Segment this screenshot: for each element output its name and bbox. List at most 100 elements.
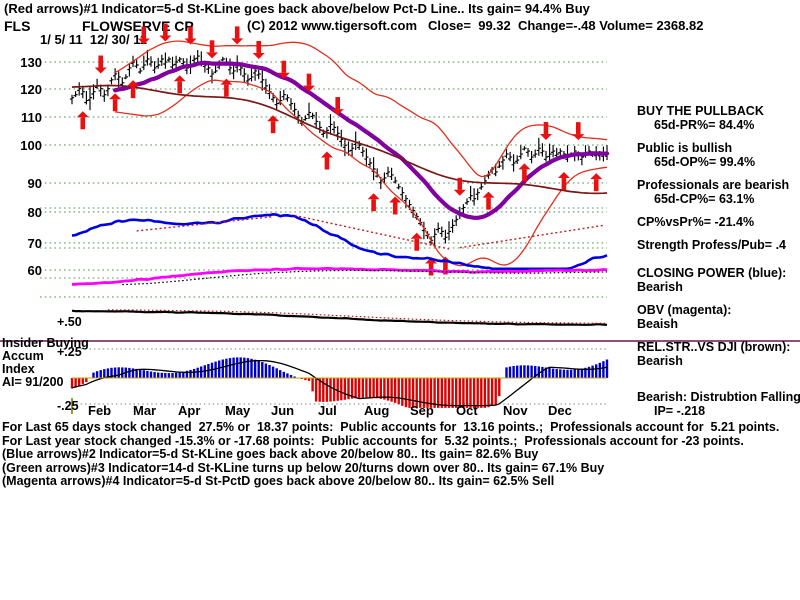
price-bar	[213, 64, 218, 74]
insider-ai-value: AI= 91/200	[2, 375, 64, 389]
price-bar	[317, 121, 322, 133]
insider-bar	[185, 370, 189, 378]
insider-bar	[160, 372, 163, 378]
price-bar	[163, 52, 168, 69]
pr-value: 65d-PR%= 84.4%	[654, 118, 755, 132]
insider-bar	[322, 378, 325, 402]
note-65day: For Last 65 days stock changed 27.5% or …	[2, 420, 780, 434]
price-bar	[475, 188, 480, 201]
price-bar	[109, 77, 114, 85]
insider-bar	[311, 378, 314, 392]
sell-arrow	[137, 26, 150, 45]
insider-bar	[379, 378, 382, 399]
insider-bar	[480, 378, 483, 408]
insider-bar	[534, 366, 537, 378]
insider-bar	[494, 378, 497, 405]
price-bar	[80, 86, 85, 99]
insider-bar	[512, 366, 515, 378]
insider-bar	[483, 378, 487, 408]
price-bar	[443, 229, 448, 244]
obv-group: OBV (magenta): Beaish	[637, 303, 800, 331]
insider-bar	[279, 370, 282, 378]
buy-headline: BUY THE PULLBACK	[637, 104, 764, 118]
insider-bar	[289, 375, 293, 378]
insider-bar	[584, 367, 587, 378]
insider-bar	[121, 367, 124, 378]
obv-value: Beaish	[637, 317, 678, 331]
price-tick-130: 130	[20, 55, 42, 70]
price-bar	[159, 54, 164, 66]
insider-bar	[376, 378, 379, 399]
price-bar	[274, 98, 279, 110]
insider-bar	[200, 366, 203, 378]
price-bar	[357, 140, 362, 150]
price-bar	[156, 57, 161, 69]
sell-arrow	[231, 26, 244, 45]
sell-arrow	[252, 40, 265, 59]
price-bar	[364, 148, 369, 167]
op-value: 65d-OP%= 99.4%	[654, 155, 756, 169]
insider-level-plus50: +.50	[57, 315, 82, 329]
price-bar	[69, 94, 75, 105]
distribution-group: Bearish: Distrubtion Falling. IP= -.218	[637, 390, 800, 418]
price-bar	[400, 187, 405, 200]
price-tick-80: 80	[27, 205, 42, 220]
strength-group: Strength Profess/Pub= .4	[637, 238, 800, 252]
insider-bar	[282, 371, 285, 378]
insider-bar	[365, 378, 368, 398]
insider-bar	[408, 378, 411, 408]
insider-bar	[343, 378, 347, 400]
price-bar	[256, 70, 261, 80]
price-bar	[518, 145, 523, 160]
insider-bar	[261, 362, 264, 378]
price-bar	[504, 149, 509, 159]
month-tick-sep: Sep	[410, 403, 434, 418]
buy-arrow	[127, 80, 140, 99]
buy-arrow	[320, 151, 333, 170]
price-bar	[393, 176, 398, 184]
insider-bar	[508, 366, 512, 378]
insider-bar	[135, 368, 138, 378]
buy-arrow	[557, 172, 570, 191]
insider-bar	[537, 366, 540, 378]
insider-bar	[74, 378, 77, 388]
insider-bar	[354, 378, 357, 399]
insider-bar	[368, 378, 372, 398]
relstr-group: REL.STR..VS DJI (brown): Bearish	[637, 340, 800, 368]
price-bar	[116, 71, 121, 88]
price-bar	[292, 102, 297, 116]
price-bar	[547, 143, 552, 161]
insider-bar	[271, 366, 275, 378]
price-bar	[306, 102, 312, 119]
note-indicator-4: (Magenta arrows)#4 Indicator=5-d St-PctD…	[2, 474, 555, 489]
insider-bar	[591, 365, 594, 378]
insider-bar	[602, 361, 605, 378]
insider-bar	[171, 373, 174, 378]
price-bar	[554, 147, 559, 159]
price-bar	[511, 154, 516, 172]
insider-bar	[336, 378, 339, 401]
price-tick-60: 60	[27, 263, 42, 278]
price-bar	[450, 219, 455, 233]
price-bar	[439, 226, 444, 238]
price-bar	[310, 112, 315, 120]
price-bar	[533, 149, 538, 158]
insider-bar	[440, 378, 443, 408]
price-bar	[543, 151, 549, 162]
insider-bar	[139, 369, 142, 378]
price-bar	[551, 145, 556, 158]
buy-arrow	[590, 173, 603, 192]
price-tick-70: 70	[27, 236, 42, 251]
public-group: Public is bullish 65d-OP%= 99.4%	[637, 141, 800, 169]
insider-bar	[487, 378, 490, 408]
insider-bar	[189, 369, 192, 378]
price-bar	[436, 222, 441, 233]
month-tick-dec: Dec	[548, 403, 572, 418]
sell-arrow	[94, 55, 107, 74]
insider-bar	[304, 378, 307, 381]
insider-bar	[142, 370, 145, 378]
insider-bar	[605, 359, 609, 378]
insider-bar	[516, 365, 519, 378]
price-bar	[166, 56, 171, 63]
